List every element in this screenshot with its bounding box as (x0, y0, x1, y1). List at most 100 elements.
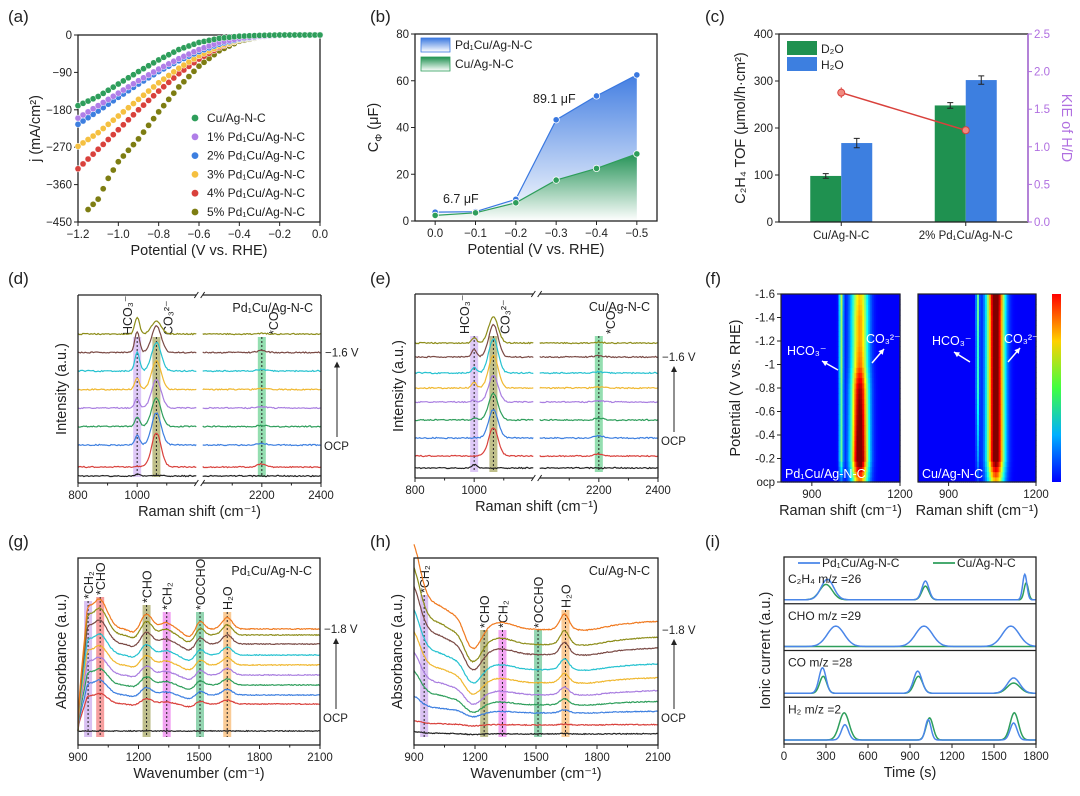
heatmap-cell (990, 377, 994, 384)
heatmap-cell (937, 388, 941, 394)
heatmap-cell (1012, 445, 1015, 452)
heatmap-cell (834, 314, 838, 321)
heatmap-cell (919, 419, 923, 426)
heatmap-cell (792, 294, 796, 300)
heatmap-cell (830, 294, 834, 300)
heatmap-cell (802, 408, 806, 415)
heatmap-cell (874, 314, 877, 321)
heatmap-cell (1010, 309, 1013, 316)
heatmap-cell (800, 429, 804, 436)
heatmap-cell (872, 330, 875, 337)
heatmap-cell (864, 455, 867, 462)
x-tick-label: −0.4 (585, 228, 608, 240)
heatmap-cell (977, 309, 980, 316)
heatmap-cell (1008, 414, 1012, 420)
heatmap-cell (969, 393, 972, 400)
heatmap-cell (1000, 341, 1004, 347)
legend-marker (191, 133, 199, 141)
heatmap-cell (812, 382, 816, 389)
heatmap-cell (888, 356, 891, 363)
heatmap-cell (1016, 435, 1019, 441)
heatmap-cell (798, 304, 802, 311)
heatmap-cell (933, 476, 937, 483)
heatmap-cell (832, 393, 836, 400)
heatmap-cell (828, 382, 832, 389)
heatmap-cell (998, 335, 1002, 342)
heatmap-cell (836, 320, 840, 326)
heatmap-cell (977, 445, 980, 452)
heatmap-cell (878, 314, 881, 321)
heatmap-cell (1018, 424, 1021, 431)
heatmap-cell (888, 455, 891, 462)
heatmap-cell (927, 299, 931, 306)
heatmap-cell (790, 408, 794, 415)
heatmap-cell (836, 455, 840, 462)
heatmap-cell (927, 309, 931, 316)
heatmap-cell (933, 346, 937, 353)
heatmap-cell (918, 388, 921, 394)
heatmap-cell (957, 445, 960, 452)
heatmap-cell (822, 367, 826, 373)
heatmap-cell (925, 476, 929, 483)
heatmap-cell (973, 304, 976, 311)
heatmap-cell (810, 330, 814, 337)
heatmap-cell (1016, 335, 1019, 342)
heatmap-cell (1010, 341, 1013, 347)
heatmap-cell (816, 351, 820, 358)
heatmap-cell (978, 461, 982, 467)
heatmap-cell (923, 388, 927, 394)
heatmap-cell (781, 304, 784, 311)
heatmap-cell (842, 398, 846, 405)
heatmap-cell (933, 314, 937, 321)
heatmap-cell (860, 445, 863, 452)
heatmap-cell (1002, 361, 1006, 368)
data-point (114, 80, 122, 88)
heatmap-cell (848, 372, 852, 379)
heatmap-cell (945, 461, 949, 467)
heatmap-cell (994, 314, 998, 321)
heatmap-cell (921, 424, 925, 431)
heatmap-cell (1026, 408, 1029, 415)
heatmap-cell (951, 424, 954, 431)
heatmap-cell (884, 445, 887, 452)
heatmap-cell (792, 466, 796, 473)
heatmap-cell (838, 408, 842, 415)
heatmap-cell (975, 476, 978, 483)
heatmap-cell (1020, 435, 1023, 441)
heatmap-cell (792, 398, 796, 405)
heatmap-cell (808, 351, 812, 358)
heatmap-cell (802, 361, 806, 368)
heatmap-cell (937, 377, 941, 384)
heatmap-cell (961, 419, 964, 426)
heatmap-cell (945, 325, 949, 332)
heatmap-cell (810, 304, 814, 311)
heatmap-cell (890, 294, 893, 300)
heatmap-cell (943, 341, 947, 347)
heatmap-cell (878, 372, 881, 379)
heatmap-cell (822, 304, 826, 311)
heatmap-cell (884, 314, 887, 321)
heatmap-cell (998, 429, 1002, 436)
heatmap-cell (818, 346, 822, 353)
heatmap-cell (798, 445, 802, 452)
heatmap-cell (800, 372, 804, 379)
heatmap-cell (880, 294, 883, 300)
heatmap-cell (842, 403, 846, 410)
heatmap-cell (969, 471, 972, 478)
heatmap-cell (1026, 461, 1029, 467)
heatmap-cell (990, 346, 994, 353)
heatmap-cell (828, 351, 832, 358)
heatmap-cell (933, 429, 937, 436)
heatmap-cell (870, 304, 873, 311)
heatmap-cell (876, 403, 879, 410)
heatmap-cell (959, 309, 962, 316)
heatmap-cell (986, 388, 990, 394)
heatmap-cell (1008, 455, 1012, 462)
heatmap-cell (1000, 403, 1004, 410)
heatmap-cell (986, 461, 990, 467)
heatmap-cell (890, 414, 893, 420)
heatmap-cell (784, 424, 788, 431)
heatmap-cell (894, 388, 897, 394)
heatmap-cell (870, 440, 873, 447)
heatmap-cell (782, 419, 786, 426)
